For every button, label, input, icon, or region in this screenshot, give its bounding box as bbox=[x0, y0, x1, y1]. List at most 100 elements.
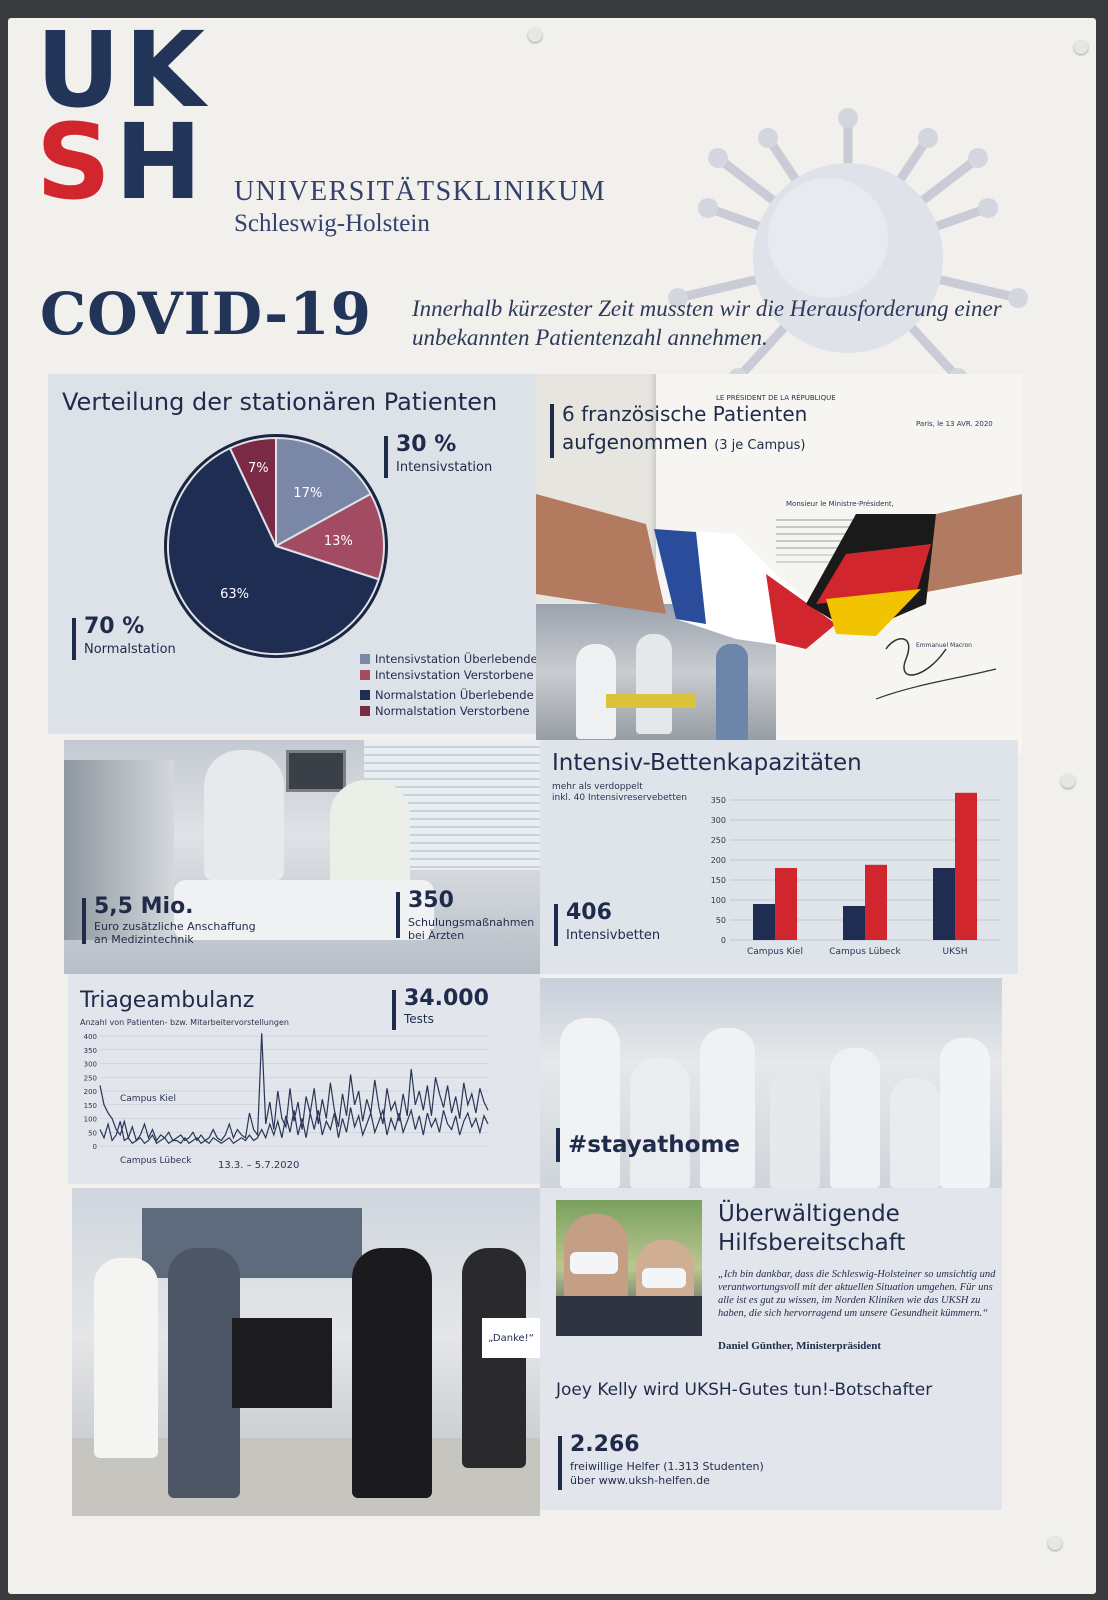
legend-swatch bbox=[360, 706, 370, 716]
uksh-logo: UK SH bbox=[36, 18, 210, 223]
stat-investment-num: 5,5 Mio. bbox=[94, 894, 194, 919]
doctor-figure bbox=[204, 750, 284, 880]
pie-slice bbox=[275, 436, 372, 548]
staff-figure bbox=[830, 1048, 880, 1188]
tagline: Innerhalb kürzester Zeit mussten wir die… bbox=[412, 296, 1002, 350]
pie-chart: 17% 13% 63% 7% bbox=[164, 434, 388, 658]
pie-slice bbox=[228, 436, 277, 547]
person-figure bbox=[94, 1258, 158, 1458]
bar bbox=[753, 904, 775, 940]
pie-slice-label: 17% bbox=[293, 486, 322, 501]
y-tick-label: 100 bbox=[711, 896, 726, 905]
bar bbox=[865, 864, 887, 940]
y-tick-label: 100 bbox=[84, 1116, 97, 1124]
y-tick-label: 0 bbox=[93, 1143, 97, 1151]
pie-slice-label: 7% bbox=[248, 461, 269, 476]
legend-swatch bbox=[360, 690, 370, 700]
staff-figure bbox=[630, 1058, 690, 1188]
poster: UK SH UNIVERSITÄTSKLINIKUM Schleswig-Hol… bbox=[8, 18, 1096, 1594]
staff-figure bbox=[940, 1038, 990, 1188]
stat-helpers-label: freiwillige Helfer (1.313 Studenten) übe… bbox=[570, 1460, 764, 1487]
triage-line-chart: 0 50 100 150 200 250 300 350 400 bbox=[84, 1033, 489, 1151]
bar bbox=[955, 792, 977, 940]
pin bbox=[1074, 40, 1088, 54]
triage-date-range: 13.3. – 5.7.2020 bbox=[218, 1160, 300, 1171]
staff-figure bbox=[770, 1068, 820, 1188]
tshirt bbox=[232, 1318, 332, 1408]
y-tick-label: 50 bbox=[716, 916, 726, 925]
legend-item: Normalstation Verstorbene bbox=[360, 704, 530, 718]
pie-slice bbox=[273, 492, 385, 581]
brand-region: Schleswig-Holstein bbox=[234, 210, 430, 237]
y-tick-label: 400 bbox=[84, 1033, 97, 1041]
legend-swatch bbox=[360, 670, 370, 680]
y-tick-label: 350 bbox=[711, 796, 726, 805]
legend-item: Normalstation Überlebende bbox=[360, 688, 534, 702]
legend-item: Intensivstation Verstorbene bbox=[360, 668, 534, 682]
legend-swatch bbox=[360, 654, 370, 664]
stat-normal-percent: 70 % bbox=[84, 614, 145, 639]
stat-training-label: Schulungsmaßnahmen bei Ärzten bbox=[408, 916, 535, 942]
beds-title: Intensiv-Bettenkapazitäten bbox=[552, 750, 862, 776]
triage-title: Triageambulanz bbox=[80, 988, 255, 1013]
label-campus-kiel: Campus Kiel bbox=[120, 1094, 176, 1104]
signature bbox=[875, 638, 997, 700]
beds-sub1: mehr als verdoppelt bbox=[552, 782, 643, 792]
staff-figure bbox=[890, 1078, 940, 1188]
y-tick-label: 250 bbox=[711, 836, 726, 845]
help-quote: „Ich bin dankbar, dass die Schleswig-Hol… bbox=[718, 1269, 996, 1319]
y-tick-label: 50 bbox=[88, 1129, 97, 1137]
pie-slice bbox=[167, 446, 380, 655]
y-tick-label: 250 bbox=[84, 1074, 97, 1082]
stayathome-photo-panel: #stayathome bbox=[540, 978, 1002, 1188]
triage-panel: Triageambulanz Anzahl von Patienten- bzw… bbox=[68, 974, 540, 1184]
virus-illustration bbox=[668, 108, 1028, 388]
series-line bbox=[99, 1033, 489, 1142]
patients-panel: Verteilung der stationären Patienten 17%… bbox=[48, 374, 538, 734]
beds-bar-chart: 0 50 100 150 200 250 300 350 Campus Kiel Campus L… bbox=[711, 792, 1000, 957]
handshake-illustration bbox=[536, 494, 1022, 649]
person-figure bbox=[168, 1248, 240, 1498]
stat-beds-num: 406 bbox=[566, 900, 612, 925]
person-figure bbox=[352, 1248, 432, 1498]
stat-intensiv-label: Intensivstation bbox=[396, 460, 493, 475]
y-tick-label: 300 bbox=[711, 816, 726, 825]
patients-title: Verteilung der stationären Patienten bbox=[62, 388, 498, 416]
staff-figure bbox=[560, 1018, 620, 1188]
bar bbox=[933, 868, 955, 940]
series-line bbox=[99, 1107, 489, 1145]
letter-date: Paris, le 13 AVR. 2020 bbox=[916, 420, 993, 428]
stat-normal-label: Normalstation bbox=[84, 642, 176, 657]
help-panel: Überwältigende Hilfsbereitschaft „Ich bi… bbox=[540, 1188, 1002, 1510]
bar bbox=[775, 868, 797, 940]
ambassador-text: Joey Kelly wird UKSH-Gutes tun!-Botschaf… bbox=[556, 1380, 933, 1400]
pin bbox=[1048, 1536, 1062, 1550]
stat-beds-label: Intensivbetten bbox=[566, 928, 661, 943]
label-campus-luebeck: Campus Lübeck bbox=[120, 1156, 192, 1166]
pie-slice-label: 63% bbox=[220, 587, 249, 602]
letter-head: LE PRÉSIDENT DE LA RÉPUBLIQUE bbox=[716, 394, 836, 402]
y-tick-label: 0 bbox=[721, 936, 726, 945]
y-tick-label: 350 bbox=[84, 1047, 97, 1055]
letter-salutation: Monsieur le Ministre-Président, bbox=[786, 500, 894, 508]
stat-helpers-num: 2.266 bbox=[570, 1432, 640, 1457]
bar bbox=[843, 906, 865, 940]
person-figure bbox=[462, 1248, 526, 1468]
x-tick-label: UKSH bbox=[943, 947, 968, 957]
french-title: 6 französische Patienten aufgenommen (3 … bbox=[562, 402, 808, 454]
politicians-photo bbox=[556, 1200, 702, 1336]
stat-tests-num: 34.000 bbox=[404, 986, 489, 1011]
x-tick-label: Campus Lübeck bbox=[829, 947, 901, 957]
y-tick-label: 200 bbox=[84, 1088, 97, 1096]
beds-panel: Intensiv-Bettenkapazitäten mehr als verd… bbox=[540, 740, 1018, 974]
page-title: COVID-19 bbox=[40, 280, 372, 348]
y-tick-label: 150 bbox=[711, 876, 726, 885]
staff-figure bbox=[700, 1028, 755, 1188]
y-tick-label: 150 bbox=[84, 1102, 97, 1110]
icu-photo-panel: 5,5 Mio. Euro zusätzliche Anschaffung an… bbox=[64, 740, 540, 974]
group-photo-panel: „Danke!“ bbox=[72, 1188, 540, 1516]
help-quote-author: Daniel Günther, Ministerpräsident bbox=[718, 1340, 882, 1352]
monitor bbox=[286, 750, 346, 792]
pie-legend: Intensivstation Überlebende Intensivstat… bbox=[360, 652, 538, 732]
pin bbox=[1061, 774, 1075, 788]
